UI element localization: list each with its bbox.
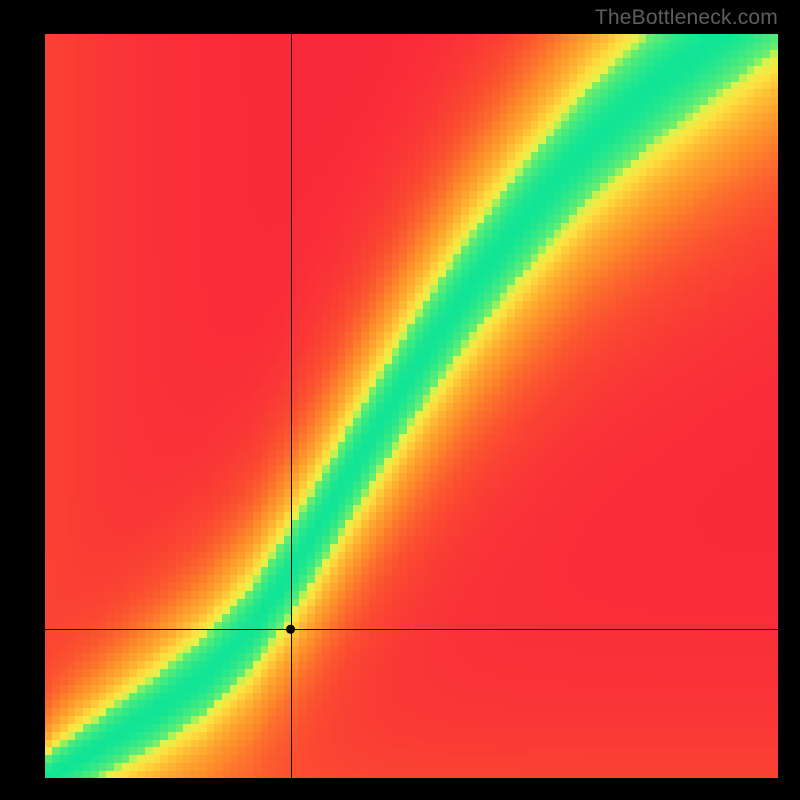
bottleneck-heatmap	[45, 34, 778, 778]
watermark-label: TheBottleneck.com	[595, 6, 778, 30]
chart-container: TheBottleneck.com	[0, 0, 800, 800]
